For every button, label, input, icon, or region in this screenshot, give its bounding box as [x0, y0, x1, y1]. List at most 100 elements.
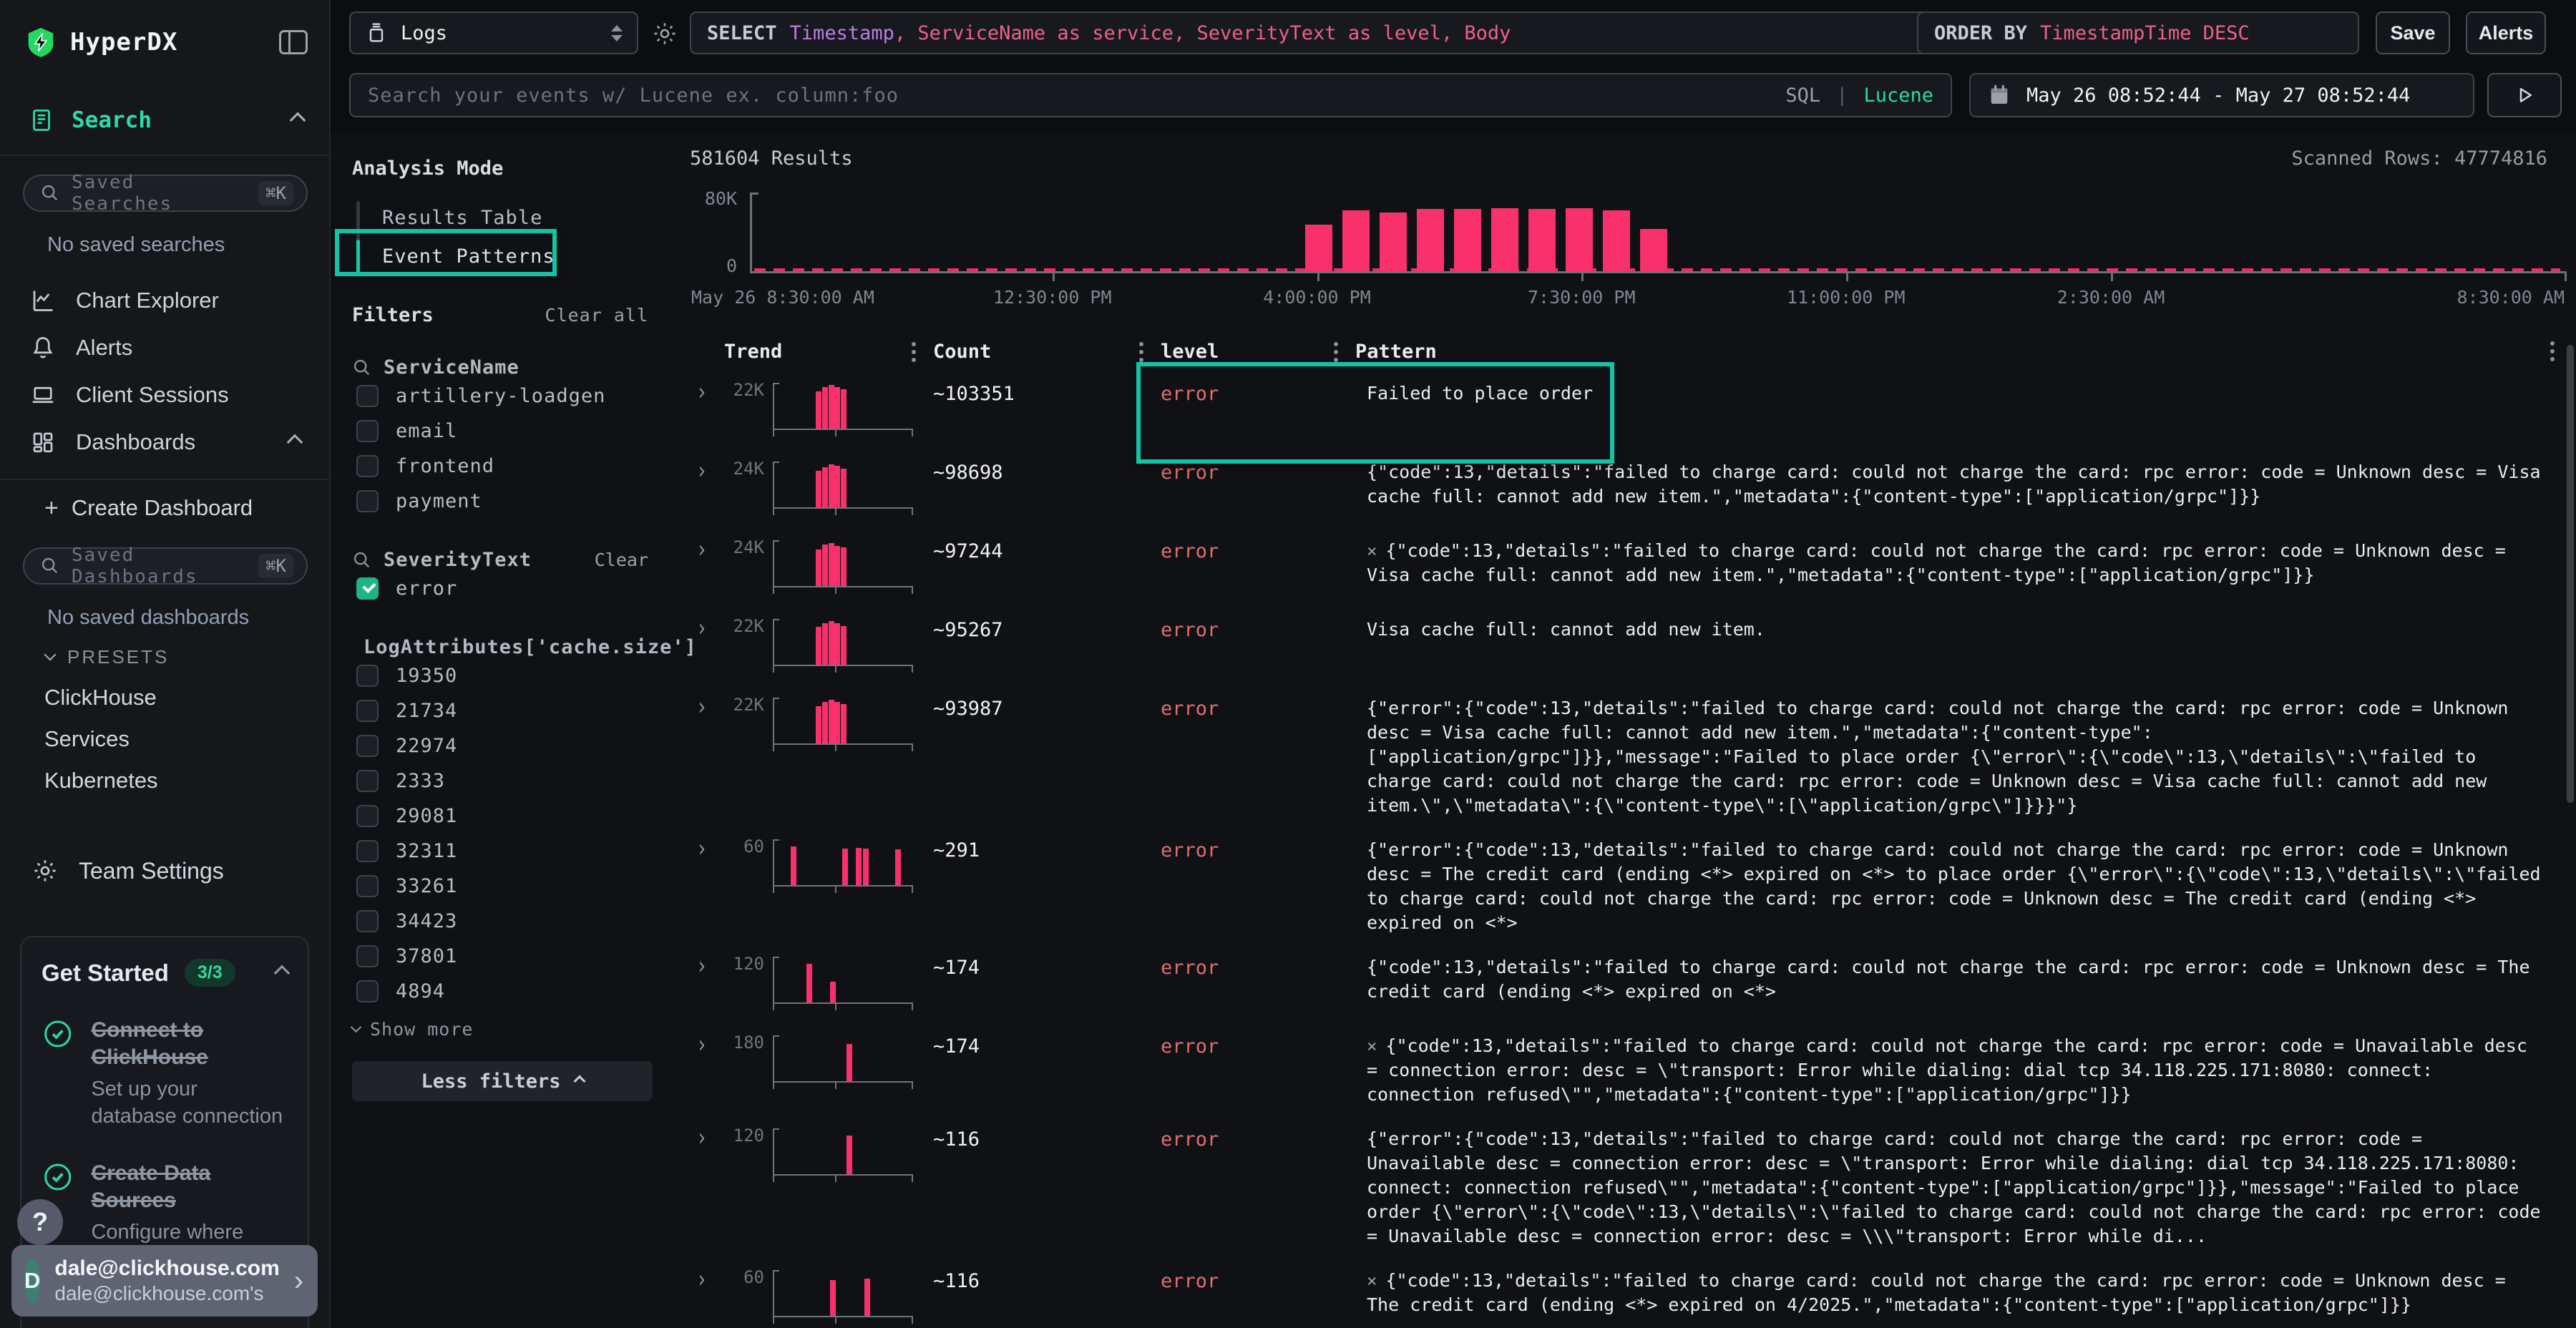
- clear-all-filters-button[interactable]: Clear all: [545, 305, 648, 326]
- histogram-bar[interactable]: [1566, 208, 1593, 271]
- chevron-up-icon[interactable]: [274, 965, 291, 981]
- save-button[interactable]: Save: [2376, 11, 2450, 54]
- kebab-icon[interactable]: [1139, 342, 1143, 346]
- filter-value[interactable]: email: [352, 414, 673, 449]
- row-expand-icon[interactable]: ›: [694, 954, 720, 978]
- sidebar-item-dashboards[interactable]: Dashboards: [0, 419, 329, 466]
- row-expand-icon[interactable]: ›: [694, 836, 720, 861]
- histogram-bar[interactable]: [1454, 209, 1481, 271]
- filter-value[interactable]: 21734: [352, 693, 673, 728]
- clear-filter-button[interactable]: Clear: [595, 550, 648, 570]
- checkbox[interactable]: [356, 420, 379, 442]
- checkbox[interactable]: [356, 490, 379, 512]
- chevron-up-icon[interactable]: [287, 434, 303, 451]
- table-row[interactable]: ›60~116error×{"code":13,"details":"faile…: [690, 1259, 2565, 1328]
- orderby-input[interactable]: ORDER BY TimestampTime DESC: [1917, 11, 2359, 54]
- checkbox-checked[interactable]: [356, 577, 379, 600]
- filter-value[interactable]: error: [352, 571, 673, 606]
- checkbox[interactable]: [356, 945, 379, 967]
- filter-value[interactable]: 19350: [352, 658, 673, 693]
- lang-toggle-lucene[interactable]: Lucene: [1863, 84, 1933, 107]
- filter-value[interactable]: 37801: [352, 939, 673, 974]
- table-row[interactable]: ›22K~93987error{"error":{"code":13,"deta…: [690, 686, 2565, 828]
- kebab-icon[interactable]: [912, 342, 916, 346]
- filter-value[interactable]: frontend: [352, 449, 673, 484]
- dismiss-x-icon[interactable]: ×: [1367, 1271, 1377, 1291]
- histogram-bar[interactable]: [1342, 210, 1370, 271]
- filter-value[interactable]: 4894: [352, 974, 673, 1009]
- run-query-button[interactable]: [2487, 73, 2562, 117]
- filter-value[interactable]: payment: [352, 484, 673, 519]
- checkbox[interactable]: [356, 700, 379, 722]
- help-button[interactable]: ?: [17, 1199, 63, 1245]
- histogram-bar[interactable]: [1417, 209, 1444, 271]
- histogram-bar[interactable]: [1491, 208, 1518, 271]
- checkbox[interactable]: [356, 665, 379, 687]
- filter-value[interactable]: 22974: [352, 728, 673, 763]
- table-row[interactable]: ›22K~95267errorVisa cache full: cannot a…: [690, 607, 2565, 686]
- filter-value[interactable]: 32311: [352, 834, 673, 869]
- saved-dashboards-input[interactable]: Saved Dashboards ⌘K: [23, 547, 308, 585]
- sidebar-collapse-icon[interactable]: [279, 30, 308, 54]
- kebab-icon[interactable]: [2550, 341, 2555, 346]
- sidebar-item-client-sessions[interactable]: Client Sessions: [0, 371, 329, 419]
- sidebar-item-alerts[interactable]: Alerts: [0, 324, 329, 371]
- saved-searches-input[interactable]: Saved Searches ⌘K: [23, 175, 308, 212]
- col-count[interactable]: Count: [933, 341, 1161, 363]
- table-row[interactable]: ›24K~98698error{"code":13,"details":"fai…: [690, 450, 2565, 529]
- gear-icon[interactable]: [651, 20, 678, 47]
- filter-value[interactable]: artillery-loadgen: [352, 379, 673, 414]
- create-dashboard-button[interactable]: + Create Dashboard: [0, 487, 329, 529]
- histogram-bar[interactable]: [1640, 229, 1667, 271]
- checkbox[interactable]: [356, 385, 379, 407]
- checkbox[interactable]: [356, 770, 379, 792]
- row-expand-icon[interactable]: ›: [694, 537, 720, 562]
- histogram-bar[interactable]: [1380, 213, 1407, 272]
- histogram-bar[interactable]: [1603, 210, 1630, 271]
- lang-toggle-sql[interactable]: SQL: [1785, 84, 1820, 107]
- sidebar-item-chart-explorer[interactable]: Chart Explorer: [0, 277, 329, 324]
- table-row[interactable]: ›24K~97244error×{"code":13,"details":"fa…: [690, 529, 2565, 607]
- dismiss-x-icon[interactable]: ×: [1367, 1036, 1377, 1056]
- col-level[interactable]: level: [1161, 341, 1355, 363]
- table-row[interactable]: ›120~174error{"code":13,"details":"faile…: [690, 945, 2565, 1024]
- table-row[interactable]: ›22K~103351errorFailed to place order: [690, 371, 2565, 450]
- daterange-picker[interactable]: May 26 08:52:44 - May 27 08:52:44: [1969, 73, 2474, 117]
- presets-toggle[interactable]: PRESETS: [0, 637, 329, 677]
- col-trend[interactable]: Trend: [724, 341, 933, 363]
- histogram-bar[interactable]: [1305, 225, 1332, 271]
- filter-value[interactable]: 34423: [352, 904, 673, 939]
- results-histogram[interactable]: 80K 0 May 26 8:30:00 AM12:30:00 PM4:00:0…: [690, 187, 2565, 313]
- table-row[interactable]: ›180~174error×{"code":13,"details":"fail…: [690, 1024, 2565, 1117]
- row-expand-icon[interactable]: ›: [694, 459, 720, 483]
- less-filters-button[interactable]: Less filters: [352, 1061, 653, 1101]
- row-expand-icon[interactable]: ›: [694, 695, 720, 719]
- table-row[interactable]: ›60~291error{"error":{"code":13,"details…: [690, 828, 2565, 945]
- scrollbar-thumb[interactable]: [2567, 345, 2574, 803]
- sidebar-item-search[interactable]: Search: [0, 99, 329, 142]
- show-more-button[interactable]: Show more: [352, 1019, 673, 1040]
- dismiss-x-icon[interactable]: ×: [1367, 541, 1377, 561]
- sidebar-item-team-settings[interactable]: Team Settings: [0, 847, 329, 894]
- row-expand-icon[interactable]: ›: [694, 380, 720, 404]
- checkbox[interactable]: [356, 980, 379, 1002]
- filter-value[interactable]: 29081: [352, 799, 673, 834]
- sidebar-item-clickhouse[interactable]: ClickHouse: [0, 677, 329, 718]
- source-select[interactable]: Logs: [349, 11, 638, 54]
- table-row[interactable]: ›120~116error{"error":{"code":13,"detail…: [690, 1117, 2565, 1259]
- checkbox[interactable]: [356, 840, 379, 862]
- filter-value[interactable]: 33261: [352, 869, 673, 904]
- checkbox[interactable]: [356, 910, 379, 932]
- histogram-bar[interactable]: [1528, 209, 1556, 271]
- chevron-up-icon[interactable]: [290, 112, 306, 129]
- col-pattern[interactable]: Pattern: [1355, 341, 2565, 363]
- checkbox[interactable]: [356, 875, 379, 897]
- get-started-item[interactable]: Connect to ClickHouseSet up your databas…: [42, 1017, 288, 1130]
- checkbox[interactable]: [356, 735, 379, 757]
- alerts-button[interactable]: Alerts: [2466, 11, 2546, 54]
- row-expand-icon[interactable]: ›: [694, 1032, 720, 1057]
- sidebar-item-kubernetes[interactable]: Kubernetes: [0, 760, 329, 801]
- search-input[interactable]: Search your events w/ Lucene ex. column:…: [349, 73, 1952, 117]
- row-expand-icon[interactable]: ›: [694, 616, 720, 640]
- checkbox[interactable]: [356, 455, 379, 477]
